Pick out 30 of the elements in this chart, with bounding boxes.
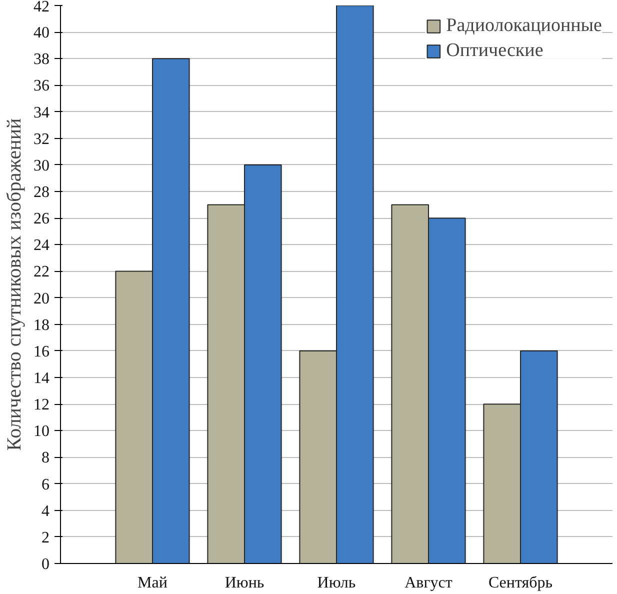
y-tick-label: 34 <box>34 104 50 122</box>
y-tick-label: 12 <box>34 396 50 414</box>
y-tick-label: 28 <box>34 184 50 201</box>
y-tick-label: 20 <box>34 290 50 308</box>
y-tick-label: 22 <box>34 264 50 281</box>
y-axis-title: Количество спутниковых изображений <box>4 118 26 451</box>
y-tick-label: 32 <box>34 130 50 148</box>
legend-label: Радиолокационные <box>446 15 602 37</box>
y-tick-label: 26 <box>34 210 50 228</box>
y-tick-label: 18 <box>34 316 50 334</box>
y-tick-label: 24 <box>34 237 50 254</box>
y-tick-label: 10 <box>34 423 50 440</box>
y-tick-label: 36 <box>34 78 50 95</box>
legend-label: Оптические <box>446 40 544 62</box>
y-tick-label: 42 <box>34 0 50 16</box>
x-tick-label: Сентябрь <box>488 574 553 592</box>
y-tick-label: 38 <box>34 51 50 68</box>
y-tick-label: 8 <box>42 450 50 467</box>
x-tick-label: Май <box>138 574 168 592</box>
y-tick-label: 6 <box>42 476 50 494</box>
x-tick-label: Июль <box>317 574 356 592</box>
y-tick-label: 0 <box>42 556 50 573</box>
x-tick-label: Июнь <box>224 574 264 592</box>
y-tick-label: 14 <box>34 370 50 387</box>
y-tick-label: 40 <box>34 24 50 42</box>
y-tick-label: 16 <box>34 343 50 360</box>
y-tick-label: 4 <box>42 502 50 520</box>
y-tick-label: 30 <box>34 157 50 174</box>
x-tick-label: Август <box>404 574 452 592</box>
y-tick-label: 2 <box>42 529 50 546</box>
